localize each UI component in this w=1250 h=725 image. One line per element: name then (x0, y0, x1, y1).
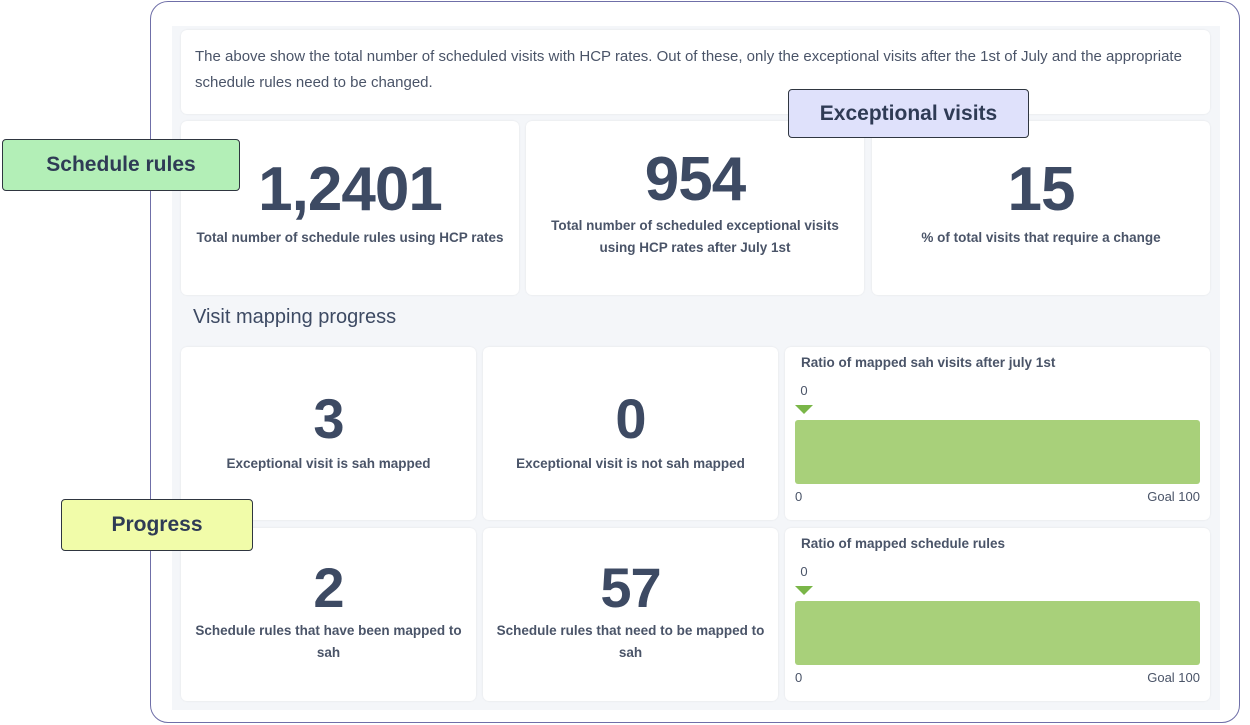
mapping-card: 57 Schedule rules that need to be mapped… (483, 528, 778, 701)
stat-value: 15 (1007, 155, 1076, 224)
progress-title: Ratio of mapped schedule rules (801, 536, 1006, 551)
progress-goal-label: Goal 100 (1147, 489, 1200, 504)
progress-min-label: 0 (795, 489, 803, 504)
stat-value: 954 (644, 145, 746, 214)
mapping-label: Schedule rules that have been mapped to … (195, 623, 462, 660)
progress-card: Ratio of mapped sah visits after july 1s… (785, 347, 1210, 520)
stat-card: 15 % of total visits that require a chan… (872, 121, 1210, 295)
progress-title: Ratio of mapped sah visits after july 1s… (801, 355, 1056, 370)
mapping-label: Exceptional visit is sah mapped (226, 456, 431, 471)
mapping-value: 2 (313, 556, 344, 619)
progress-value-label: 0 (800, 383, 808, 398)
callout: Schedule rules (2, 139, 240, 191)
stat-label: Total number of scheduled exceptional vi… (551, 218, 839, 255)
callout: Progress (61, 499, 253, 551)
stat-label: Total number of schedule rules using HCP… (196, 230, 504, 245)
progress-goal-label: Goal 100 (1147, 670, 1200, 685)
progress-marker (795, 586, 813, 595)
progress-card: Ratio of mapped schedule rules 0 0 Goal … (785, 528, 1210, 701)
stat-label: % of total visits that require a change (921, 230, 1161, 245)
progress-marker (795, 405, 813, 414)
stat-value: 1,2401 (258, 155, 443, 224)
section-title: Visit mapping progress (193, 306, 397, 328)
mapping-card: 2 Schedule rules that have been mapped t… (181, 528, 476, 701)
mapping-value: 57 (600, 556, 661, 619)
progress-track (795, 420, 1200, 484)
stat-card: 1,2401 Total number of schedule rules us… (181, 121, 519, 295)
callout: Exceptional visits (788, 89, 1029, 138)
mapping-card: 0 Exceptional visit is not sah mapped (483, 347, 778, 520)
progress-value-label: 0 (800, 564, 808, 579)
mapping-label: Exceptional visit is not sah mapped (516, 456, 745, 471)
mapping-label: Schedule rules that need to be mapped to… (496, 623, 765, 660)
stat-card: 954 Total number of scheduled exceptiona… (526, 121, 864, 295)
intro-text: The above show the total number of sched… (181, 30, 1210, 114)
mapping-value: 0 (615, 387, 646, 450)
progress-min-label: 0 (795, 670, 803, 685)
progress-track (795, 601, 1200, 665)
mapping-value: 3 (313, 387, 344, 450)
mapping-card: 3 Exceptional visit is sah mapped (181, 347, 476, 520)
